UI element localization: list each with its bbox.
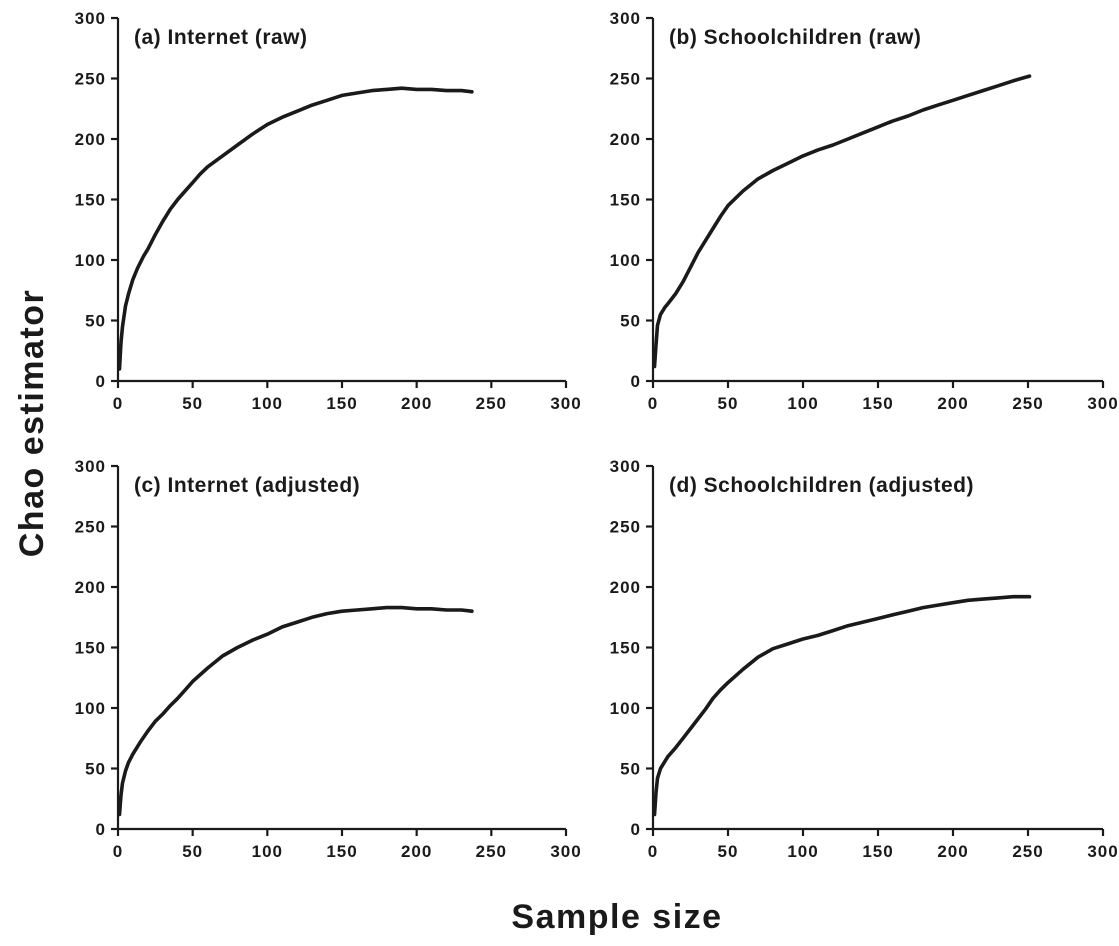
x-tick-label: 300 bbox=[1087, 842, 1118, 861]
x-tick-label: 0 bbox=[113, 394, 123, 413]
x-tick-label: 50 bbox=[718, 842, 739, 861]
y-tick-label: 150 bbox=[75, 639, 106, 658]
y-tick-label: 250 bbox=[75, 70, 106, 89]
y-tick-label: 300 bbox=[610, 9, 641, 28]
x-tick-label: 200 bbox=[937, 394, 968, 413]
y-tick-label: 150 bbox=[610, 639, 641, 658]
x-tick-label: 250 bbox=[476, 394, 507, 413]
chart-panel-b: 0 50 100 150 200 250 300 0 50 100 150 200 250 300 (b) … bbox=[610, 9, 1118, 413]
y-tick-label: 300 bbox=[75, 9, 106, 28]
chart-panel-a: 0 50 100 150 200 250 300 0 50 100 150 200 250 300 (a) … bbox=[75, 9, 581, 413]
y-tick-label: 100 bbox=[75, 251, 106, 270]
x-tick-label: 300 bbox=[550, 394, 581, 413]
y-tick-label: 200 bbox=[610, 130, 641, 149]
chart-panel-d: 0 50 100 150 200 250 300 0 50 100 150 200 250 300 (d) … bbox=[610, 457, 1118, 861]
x-tick-label: 50 bbox=[182, 394, 203, 413]
x-tick-label: 200 bbox=[937, 842, 968, 861]
y-tick-label: 150 bbox=[75, 191, 106, 210]
y-tick-label: 0 bbox=[631, 372, 641, 391]
x-tick-label: 150 bbox=[862, 842, 893, 861]
y-tick-label: 50 bbox=[620, 760, 641, 779]
panel-title: (b) Schoolchildren (raw) bbox=[669, 26, 921, 49]
series-line bbox=[117, 86, 474, 371]
y-tick-label: 0 bbox=[631, 820, 641, 839]
x-tick-label: 200 bbox=[401, 842, 432, 861]
chart-panels: 0 50 100 150 200 250 300 0 50 100 150 200 250 300 (a) … bbox=[75, 9, 1118, 861]
x-axis-title: Sample size bbox=[511, 898, 722, 936]
x-tick-label: 50 bbox=[718, 394, 739, 413]
y-tick-label: 300 bbox=[75, 457, 106, 476]
y-tick-label: 250 bbox=[75, 518, 106, 537]
x-tick-label: 50 bbox=[182, 842, 203, 861]
x-tick-label: 200 bbox=[401, 394, 432, 413]
x-tick-label: 100 bbox=[787, 842, 818, 861]
x-tick-label: 100 bbox=[787, 394, 818, 413]
x-tick-label: 300 bbox=[550, 842, 581, 861]
x-tick-label: 300 bbox=[1087, 394, 1118, 413]
x-tick-label: 150 bbox=[862, 394, 893, 413]
y-tick-label: 100 bbox=[610, 699, 641, 718]
y-tick-label: 100 bbox=[610, 251, 641, 270]
y-tick-label: 200 bbox=[75, 578, 106, 597]
panel-title: (a) Internet (raw) bbox=[134, 26, 308, 49]
y-tick-label: 50 bbox=[620, 312, 641, 331]
series-line bbox=[117, 605, 474, 817]
y-tick-label: 50 bbox=[85, 760, 106, 779]
x-tick-label: 150 bbox=[326, 394, 357, 413]
y-tick-label: 200 bbox=[610, 578, 641, 597]
series-line bbox=[652, 594, 1032, 817]
x-tick-label: 250 bbox=[1012, 842, 1043, 861]
y-tick-label: 0 bbox=[96, 372, 106, 391]
y-tick-label: 50 bbox=[85, 312, 106, 331]
x-tick-label: 0 bbox=[648, 842, 658, 861]
y-axis-title: Chao estimator bbox=[13, 289, 51, 558]
x-tick-label: 100 bbox=[252, 394, 283, 413]
y-tick-label: 100 bbox=[75, 699, 106, 718]
y-tick-label: 150 bbox=[610, 191, 641, 210]
series-line bbox=[652, 74, 1032, 369]
x-tick-label: 0 bbox=[113, 842, 123, 861]
x-tick-label: 0 bbox=[648, 394, 658, 413]
y-tick-label: 0 bbox=[96, 820, 106, 839]
x-tick-label: 100 bbox=[252, 842, 283, 861]
x-tick-label: 250 bbox=[476, 842, 507, 861]
x-tick-label: 150 bbox=[326, 842, 357, 861]
panel-title: (d) Schoolchildren (adjusted) bbox=[669, 474, 974, 497]
panel-title: (c) Internet (adjusted) bbox=[134, 474, 360, 497]
y-tick-label: 250 bbox=[610, 518, 641, 537]
chart-panel-c: 0 50 100 150 200 250 300 0 50 100 150 200 250 300 (c) … bbox=[75, 457, 581, 861]
y-tick-label: 300 bbox=[610, 457, 641, 476]
y-tick-label: 250 bbox=[610, 70, 641, 89]
x-tick-label: 250 bbox=[1012, 394, 1043, 413]
y-tick-label: 200 bbox=[75, 130, 106, 149]
